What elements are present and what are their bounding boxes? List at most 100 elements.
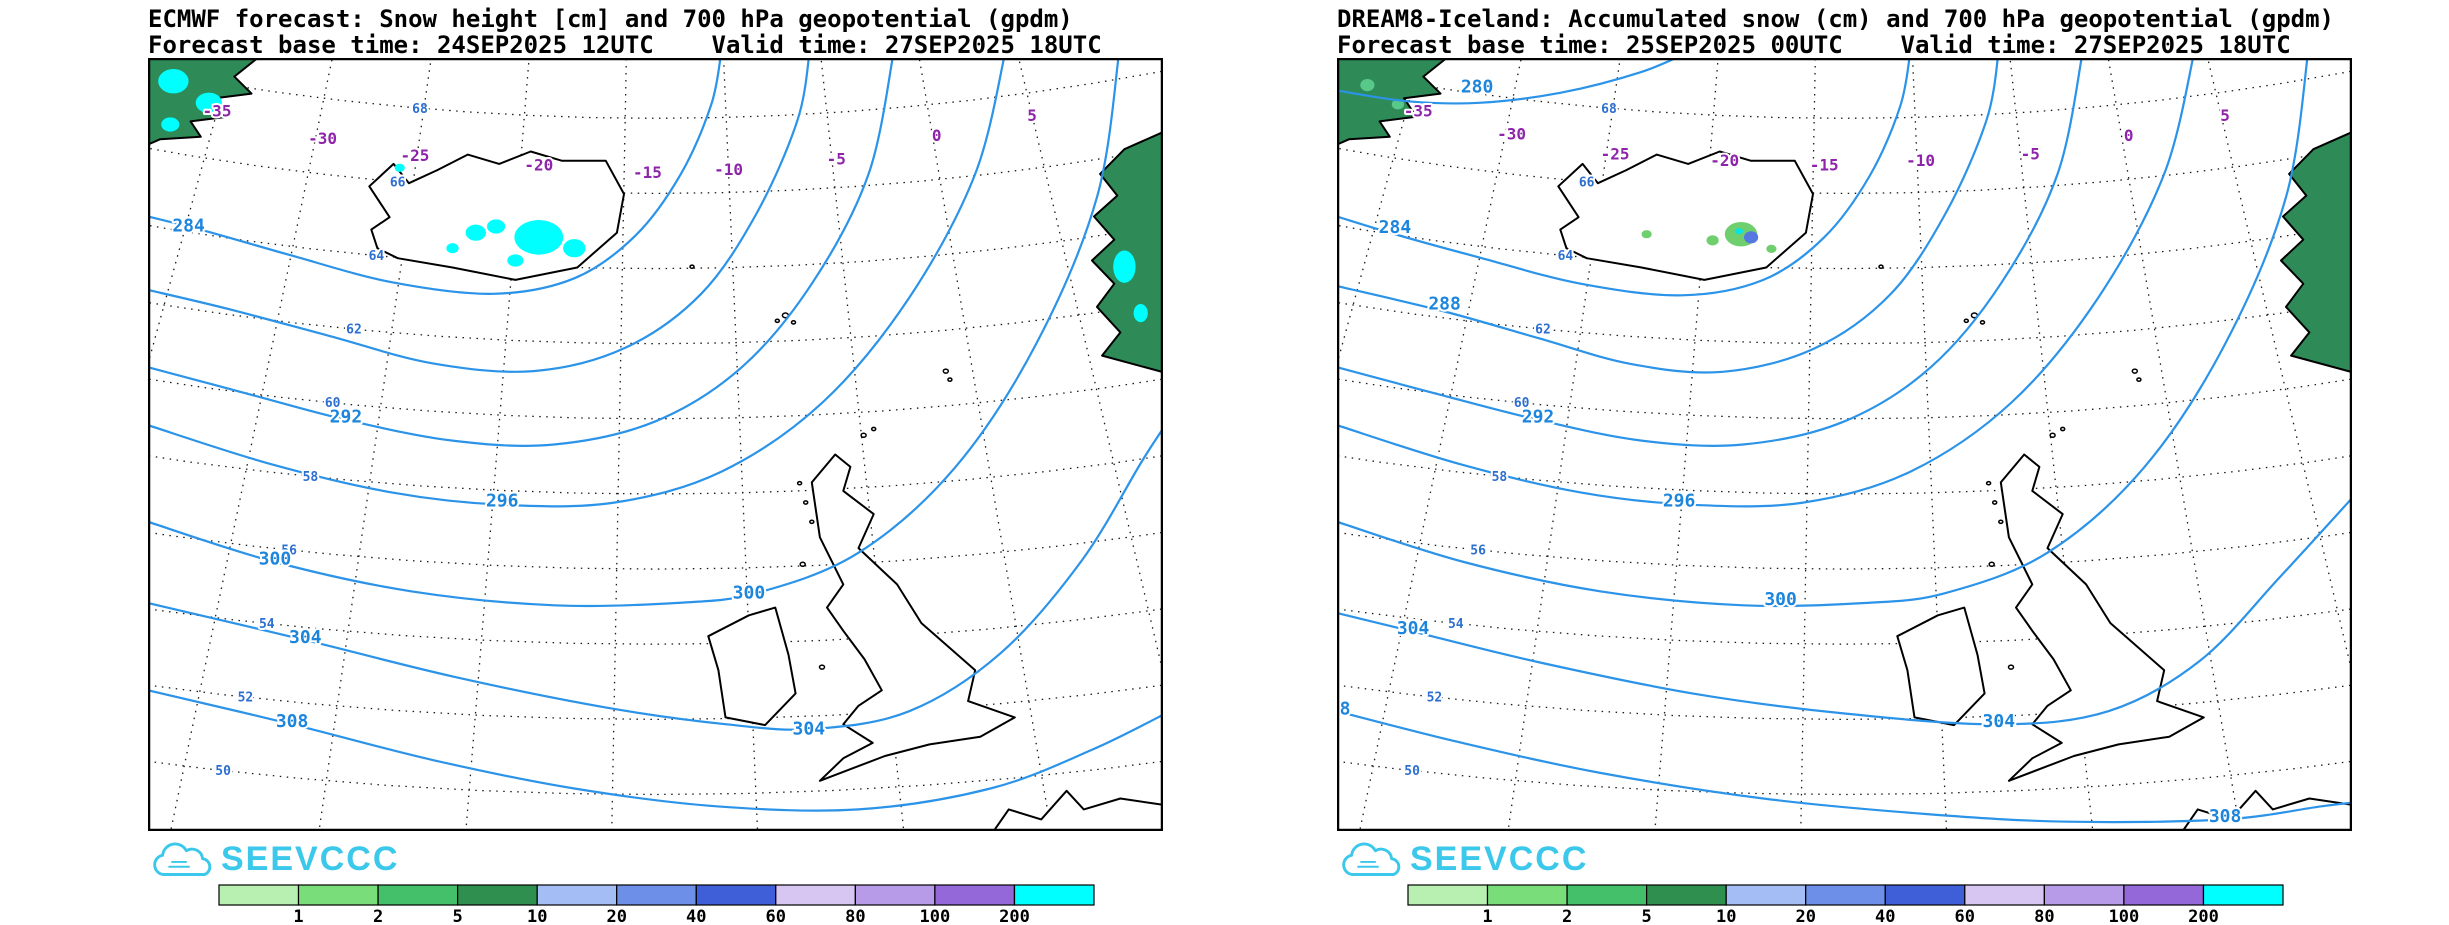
svg-text:5: 5 <box>2220 106 2230 125</box>
panel-subtitle: Forecast base time: 25SEP2025 00UTC Vali… <box>1337 31 2291 59</box>
svg-text:300: 300 <box>259 549 292 570</box>
svg-text:-30: -30 <box>308 129 337 148</box>
ireland-coastline <box>707 606 797 727</box>
snow-colorbar: 1 2 5 10 20 40 60 80 100 200 <box>218 884 1095 923</box>
svg-text:68: 68 <box>1601 102 1617 117</box>
iceland-coastline <box>368 150 625 281</box>
svg-text:60: 60 <box>766 907 786 923</box>
svg-text:66: 66 <box>1579 176 1595 191</box>
svg-text:292: 292 <box>1522 406 1555 427</box>
svg-text:54: 54 <box>1448 617 1464 632</box>
great-britain-coastline <box>1999 453 2205 782</box>
svg-text:56: 56 <box>281 544 297 559</box>
iceland-coastline <box>1557 150 1814 281</box>
svg-text:-25: -25 <box>400 146 429 165</box>
svg-text:10: 10 <box>527 907 547 923</box>
svg-text:62: 62 <box>1535 323 1551 338</box>
svg-text:100: 100 <box>2109 907 2140 923</box>
svg-text:60: 60 <box>325 396 341 411</box>
contour-layer <box>1339 60 2350 824</box>
contour-layer <box>150 60 1161 812</box>
svg-text:8: 8 <box>1340 699 1351 720</box>
svg-text:284: 284 <box>1379 217 1412 238</box>
svg-text:304: 304 <box>1983 711 2016 732</box>
svg-text:-20: -20 <box>524 155 553 174</box>
svg-text:304: 304 <box>1397 618 1430 639</box>
svg-text:52: 52 <box>1427 691 1443 706</box>
land-layer <box>1339 60 2350 829</box>
cloud-logo-icon <box>153 842 212 876</box>
svg-text:68: 68 <box>412 102 428 117</box>
svg-text:284: 284 <box>172 216 205 237</box>
svg-text:54: 54 <box>259 617 275 632</box>
svg-text:2: 2 <box>1562 907 1572 923</box>
ireland-coastline <box>1896 606 1986 727</box>
svg-text:-5: -5 <box>2021 145 2040 164</box>
svg-text:5: 5 <box>1027 106 1037 125</box>
label-layer: -35 -30 -25 -20 -15 -10 -5 0 5 68 66 64 62 60 58 56 54 52… <box>1339 74 2243 829</box>
svg-text:200: 200 <box>999 907 1030 923</box>
svg-text:5: 5 <box>1641 907 1651 923</box>
svg-text:308: 308 <box>276 711 309 732</box>
map-frame <box>1337 58 2352 831</box>
svg-text:-10: -10 <box>1906 151 1935 170</box>
panel-title: ECMWF forecast: Snow height [cm] and 700… <box>148 5 1073 33</box>
svg-text:40: 40 <box>1875 907 1895 923</box>
svg-text:80: 80 <box>2034 907 2054 923</box>
panel-title: DREAM8-Iceland: Accumulated snow (cm) an… <box>1337 5 2334 33</box>
svg-text:56: 56 <box>1470 544 1486 559</box>
svg-text:-15: -15 <box>1810 155 1839 174</box>
panel-subtitle: Forecast base time: 24SEP2025 12UTC Vali… <box>148 31 1102 59</box>
svg-text:50: 50 <box>1404 764 1420 779</box>
snow-layer <box>158 69 1148 323</box>
svg-text:52: 52 <box>238 691 254 706</box>
svg-text:296: 296 <box>486 491 519 512</box>
panel-dream8-titles: DREAM8-Iceland: Accumulated snow (cm) an… <box>1337 0 2352 58</box>
great-britain-coastline <box>810 453 1016 782</box>
svg-text:64: 64 <box>1558 249 1574 264</box>
snow-layer <box>1360 79 1777 253</box>
map-frame <box>148 58 1163 831</box>
graticule-layer <box>1339 60 2350 829</box>
svg-text:304: 304 <box>793 719 826 740</box>
land-layer <box>150 60 1161 829</box>
svg-text:10: 10 <box>1716 907 1736 923</box>
svg-text:62: 62 <box>346 323 362 338</box>
svg-text:-35: -35 <box>203 101 232 120</box>
svg-text:-30: -30 <box>1497 125 1526 144</box>
panel-ecmwf: ECMWF forecast: Snow height [cm] and 700… <box>148 0 1163 925</box>
svg-text:40: 40 <box>686 907 706 923</box>
svg-text:-15: -15 <box>633 163 662 182</box>
svg-text:100: 100 <box>920 907 951 923</box>
logo-text: SEEVCCC <box>1410 839 1589 878</box>
svg-text:296: 296 <box>1663 491 1696 512</box>
colorbar-segments <box>1407 884 2284 906</box>
svg-text:300: 300 <box>733 583 766 604</box>
snow-colorbar: 1 2 5 10 20 40 60 80 100 200 <box>1407 884 2284 923</box>
svg-text:-25: -25 <box>1601 145 1630 164</box>
svg-text:20: 20 <box>606 907 626 923</box>
svg-text:2: 2 <box>373 907 383 923</box>
svg-text:288: 288 <box>1428 294 1461 315</box>
france-coastline <box>993 789 1161 829</box>
svg-text:64: 64 <box>369 249 385 264</box>
svg-text:292: 292 <box>330 406 363 427</box>
map-dream8: -35 -30 -25 -20 -15 -10 -5 0 5 68 66 64 62 60 58 56 54 52… <box>1337 58 2352 831</box>
svg-text:0: 0 <box>932 126 942 145</box>
svg-text:-35: -35 <box>1404 101 1433 120</box>
panel-dream8: DREAM8-Iceland: Accumulated snow (cm) an… <box>1337 0 2352 925</box>
svg-text:280: 280 <box>1461 76 1494 97</box>
svg-text:80: 80 <box>845 907 865 923</box>
panel-footer: SEEVCCC 1 2 5 10 20 40 60 80 100 200 <box>1337 831 2352 925</box>
svg-text:200: 200 <box>2188 907 2219 923</box>
svg-text:50: 50 <box>215 764 231 779</box>
svg-text:58: 58 <box>1492 470 1508 485</box>
svg-text:-5: -5 <box>827 149 846 168</box>
colorbar-segments <box>218 884 1095 906</box>
svg-text:20: 20 <box>1795 907 1815 923</box>
svg-text:60: 60 <box>1955 907 1975 923</box>
svg-text:58: 58 <box>303 470 319 485</box>
svg-text:-20: -20 <box>1710 151 1739 170</box>
logo-text: SEEVCCC <box>221 839 400 878</box>
